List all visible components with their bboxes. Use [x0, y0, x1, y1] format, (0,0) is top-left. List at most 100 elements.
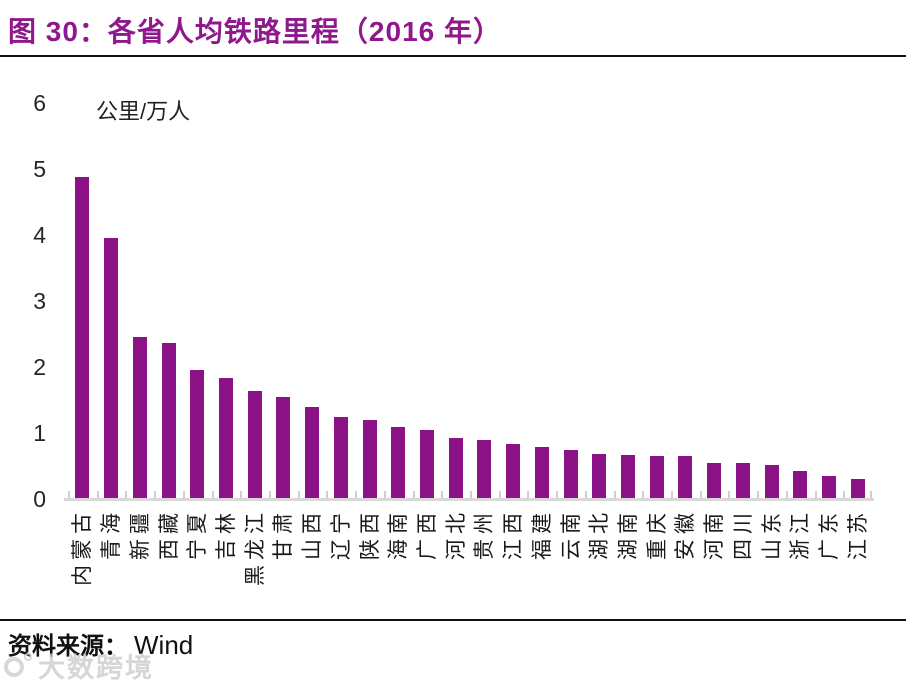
x-axis-label-cell: 陕西 — [355, 508, 384, 633]
x-axis-label-cell: 河南 — [700, 508, 729, 633]
x-axis-label: 宁夏 — [186, 508, 210, 560]
bar — [850, 478, 865, 499]
bar — [362, 419, 377, 499]
bar — [247, 391, 262, 499]
x-axis-label-cell: 吉林 — [212, 508, 241, 633]
x-axis-label: 河南 — [703, 508, 727, 560]
bar — [448, 438, 463, 499]
x-axis-label: 新疆 — [128, 508, 152, 560]
bar — [305, 406, 320, 499]
x-axis-label: 四川 — [731, 508, 755, 560]
x-axis-label-cell: 青海 — [97, 508, 126, 633]
bar-cell — [269, 103, 298, 499]
x-axis-label-cell: 山西 — [298, 508, 327, 633]
bar-cell — [125, 103, 154, 499]
x-axis-label-cell: 福建 — [528, 508, 557, 633]
bar — [534, 446, 549, 499]
axis-tick — [269, 491, 271, 498]
x-axis-label: 安徽 — [674, 508, 698, 560]
x-axis-label: 湖南 — [617, 508, 641, 560]
y-axis-tick-label: 3 — [33, 288, 46, 314]
axis-tick — [413, 491, 415, 498]
x-axis-label: 重庆 — [645, 508, 669, 560]
bar — [333, 417, 348, 499]
dashukuajing-logo-icon — [2, 651, 32, 681]
x-axis-label: 吉林 — [214, 508, 238, 560]
plot-area — [68, 103, 872, 499]
bar-cell — [413, 103, 442, 499]
axis-tick — [527, 491, 529, 498]
x-axis-label: 江西 — [502, 508, 526, 560]
x-axis-line — [64, 498, 874, 501]
bar — [276, 396, 291, 499]
bar-cell — [326, 103, 355, 499]
x-axis-label: 福建 — [530, 508, 554, 560]
axis-tick — [355, 491, 357, 498]
x-axis-label-cell: 广西 — [413, 508, 442, 633]
watermark: 大数跨境 — [2, 646, 154, 681]
bar — [477, 439, 492, 499]
x-axis-label-cell: 江西 — [499, 508, 528, 633]
bar-cell — [843, 103, 872, 499]
bar — [822, 475, 837, 499]
x-axis-label: 山西 — [301, 508, 325, 560]
axis-tick — [614, 491, 616, 498]
bar-cell — [298, 103, 327, 499]
bar-cell — [240, 103, 269, 499]
x-axis-label-cell: 湖北 — [585, 508, 614, 633]
bar — [793, 471, 808, 499]
figure-title: 图 30：各省人均铁路里程（2016 年） — [8, 16, 502, 47]
bar — [104, 238, 119, 499]
y-axis-tick-label: 4 — [33, 222, 46, 248]
axis-tick — [642, 491, 644, 498]
bar-cell — [556, 103, 585, 499]
bar-cell — [585, 103, 614, 499]
x-axis-label-cell: 内蒙古 — [68, 508, 97, 633]
x-axis-label-cell: 广东 — [815, 508, 844, 633]
axis-tick — [499, 491, 501, 498]
axis-tick — [843, 491, 845, 498]
x-axis-label-cell: 贵州 — [470, 508, 499, 633]
bar-cell — [97, 103, 126, 499]
x-axis-label: 陕西 — [358, 508, 382, 560]
y-axis-tick-label: 1 — [33, 420, 46, 446]
x-axis-label: 山东 — [760, 508, 784, 560]
bar-cell — [355, 103, 384, 499]
bar-cell — [441, 103, 470, 499]
bar — [707, 462, 722, 499]
bar — [678, 456, 693, 499]
bar — [419, 429, 434, 499]
bar — [735, 463, 750, 499]
bar-cell — [614, 103, 643, 499]
x-axis-label-cell: 海南 — [384, 508, 413, 633]
x-axis-label: 内蒙古 — [71, 508, 95, 586]
bar-cell — [528, 103, 557, 499]
x-axis-label: 海南 — [387, 508, 411, 560]
bar-cell — [68, 103, 97, 499]
bar-cell — [815, 103, 844, 499]
bar — [218, 378, 233, 499]
logo-ring — [4, 656, 24, 677]
bar — [649, 456, 664, 499]
axis-tick — [815, 491, 817, 498]
x-axis-label: 广西 — [415, 508, 439, 560]
x-axis-label: 西藏 — [157, 508, 181, 560]
source-value: Wind — [134, 630, 194, 660]
x-axis-label: 辽宁 — [329, 508, 353, 560]
axis-tick — [97, 491, 99, 498]
bar-cell — [212, 103, 241, 499]
bar-cell — [729, 103, 758, 499]
bar-cell — [470, 103, 499, 499]
y-axis-unit-label: 公里/万人 — [96, 99, 191, 124]
x-axis-label-cell: 新疆 — [125, 508, 154, 633]
bar — [621, 455, 636, 499]
x-axis-label-cell: 浙江 — [786, 508, 815, 633]
x-axis-label-cell: 甘肃 — [269, 508, 298, 633]
bar-cell — [642, 103, 671, 499]
bar — [764, 465, 779, 499]
bar — [563, 450, 578, 499]
y-axis-tick-label: 0 — [33, 486, 46, 512]
bar — [132, 337, 147, 499]
axis-tick — [700, 491, 702, 498]
